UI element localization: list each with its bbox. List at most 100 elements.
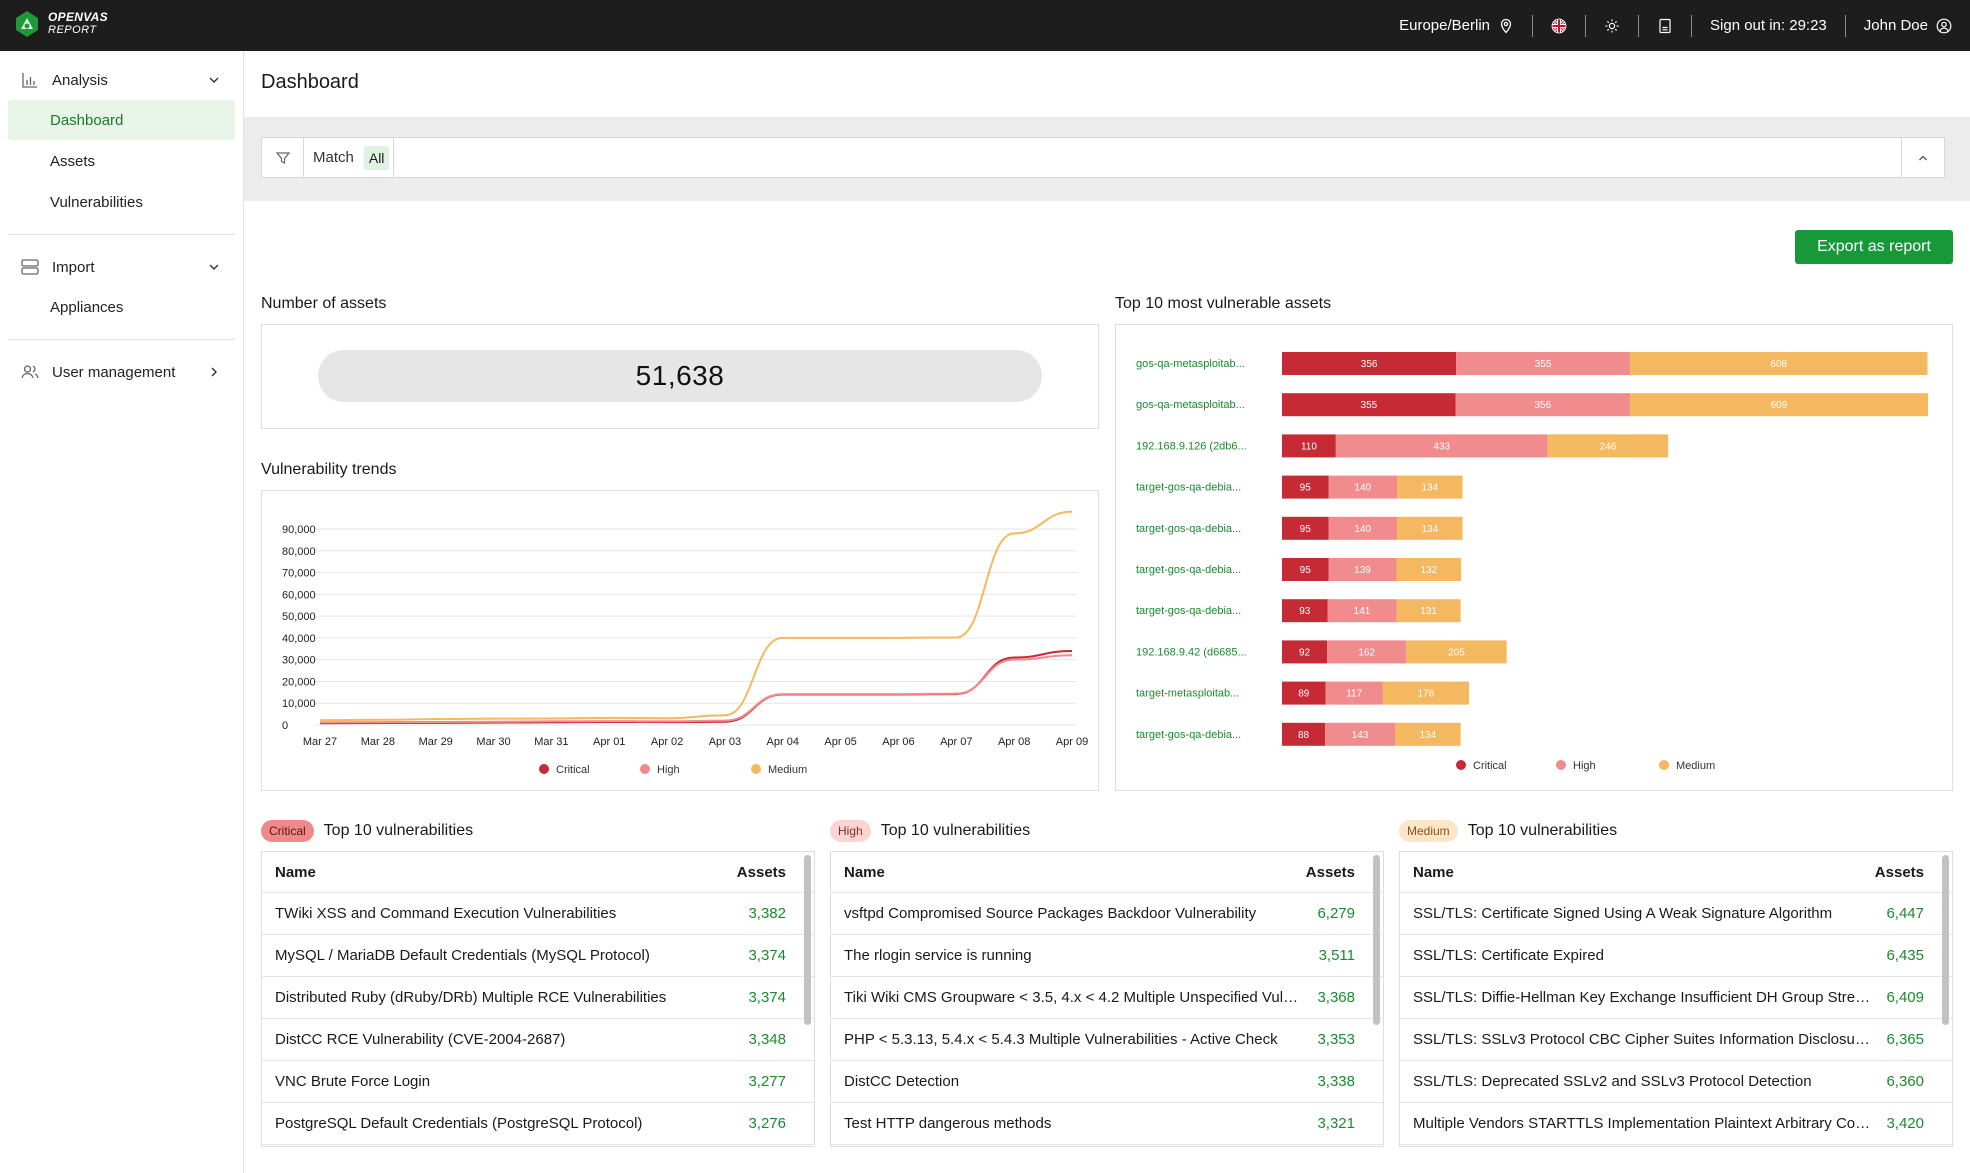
filter-match-label: Match [313,149,354,166]
vuln-asset-count[interactable]: 6,447 [1886,905,1924,922]
table-row[interactable]: VNC Brute Force Login 3,277 [262,1061,814,1103]
bar-segment-critical [1282,640,1328,664]
vuln-asset-count[interactable]: 3,420 [1886,1115,1924,1132]
table-row[interactable]: PHP < 5.3.13, 5.4.x < 5.4.3 Multiple Vul… [831,1019,1383,1061]
vuln-asset-count[interactable]: 3,353 [1317,1031,1355,1048]
table-scrollbar[interactable] [1942,855,1949,1025]
bar-value-label: 93 [1299,606,1311,617]
table-row[interactable]: Distributed Ruby (dRuby/DRb) Multiple RC… [262,977,814,1019]
table-scrollbar[interactable] [804,855,811,1025]
license-button[interactable] [1639,0,1691,51]
vuln-asset-count[interactable]: 6,360 [1886,1073,1924,1090]
sidebar-divider [8,234,235,235]
vulnerable-assets-bar-chart: gos-qa-metasploitab... 356 355 608 gos-qa-me… [1136,352,1928,772]
theme-toggle-button[interactable] [1586,0,1638,51]
vuln-asset-count[interactable]: 3,348 [748,1031,786,1048]
chevron-down-icon [209,77,219,83]
table-row[interactable]: Test HTTP dangerous methods 3,321 [831,1103,1383,1145]
table-row[interactable]: PostgreSQL Default Credentials (PostgreS… [262,1103,814,1145]
vuln-asset-count[interactable]: 6,279 [1317,905,1355,922]
asset-label: target-gos-qa-debia... [1136,482,1241,494]
bar-value-label: 246 [1600,441,1617,452]
column-header-assets[interactable]: Assets [736,863,786,881]
column-header-assets[interactable]: Assets [1305,863,1355,881]
sidebar-group-analysis[interactable]: Analysis [0,60,243,100]
vuln-asset-count[interactable]: 6,409 [1886,989,1924,1006]
filter-match-all-chip[interactable]: All [363,145,390,170]
timezone-display[interactable]: Europe/Berlin [1381,0,1532,51]
bar-value-label: 355 [1361,400,1378,411]
column-header-name[interactable]: Name [275,863,316,881]
vuln-asset-count[interactable]: 3,338 [1317,1073,1355,1090]
table-row[interactable]: SSL/TLS: Certificate Expired 6,435 [1400,935,1952,977]
bar-value-label: 140 [1354,483,1371,494]
vuln-asset-count[interactable]: 3,276 [748,1115,786,1132]
vuln-asset-count[interactable]: 3,277 [748,1073,786,1090]
table-row[interactable]: vsftpd Compromised Source Packages Backd… [831,893,1383,935]
sidebar-item-appliances[interactable]: Appliances [50,298,124,316]
vuln-name: SSL/TLS: Deprecated SSLv2 and SSLv3 Prot… [1413,1073,1812,1090]
vuln-asset-count[interactable]: 3,382 [748,905,786,922]
sidebar-item-dashboard[interactable]: Dashboard [8,100,235,140]
language-button[interactable] [1533,0,1585,51]
trends-line-chart: 0 10,000 20,000 30,000 40,000 50,000 60,000 70,… [282,510,1088,776]
table-row[interactable]: MySQL / MariaDB Default Credentials (MyS… [262,935,814,977]
bar-value-label: 608 [1770,359,1787,370]
location-pin-icon [1500,18,1512,33]
table-scrollbar[interactable] [1373,855,1380,1025]
chevron-up-icon [1919,155,1927,160]
vuln-asset-count[interactable]: 3,511 [1318,947,1355,964]
export-report-button[interactable]: Export as report [1795,230,1953,264]
table-row[interactable]: The rlogin service is running 3,511 [831,935,1383,977]
session-timer[interactable]: Sign out in: 29:23 [1692,0,1845,51]
vuln-asset-count[interactable]: 3,374 [748,947,786,964]
bar-value-label: 88 [1298,730,1310,741]
vuln-table: Name Assets SSL/TLS: Certificate Signed Us… [1399,851,1953,1147]
bar-segment-medium [1406,640,1507,664]
vuln-name: Distributed Ruby (dRuby/DRb) Multiple RC… [275,989,667,1006]
vuln-asset-count[interactable]: 6,365 [1886,1031,1924,1048]
document-icon [1659,18,1671,33]
vuln-asset-count[interactable]: 6,435 [1886,947,1924,964]
vuln-table-header: Critical Top 10 vulnerabilities [261,820,473,842]
sidebar-item-assets[interactable]: Assets [50,152,96,170]
bar-segment-critical [1282,352,1457,375]
column-header-assets[interactable]: Assets [1874,863,1924,881]
table-row[interactable]: SSL/TLS: Diffie-Hellman Key Exchange Ins… [1400,977,1952,1019]
y-tick-label: 90,000 [282,524,316,536]
bar-segment-high [1327,640,1407,664]
table-row[interactable]: SSL/TLS: SSLv3 Protocol CBC Cipher Suite… [1400,1019,1952,1061]
bar-value-label: 140 [1354,524,1371,535]
bar-value-label: 134 [1421,524,1438,535]
table-row[interactable]: Tiki Wiki CMS Groupware < 3.5, 4.x < 4.2… [831,977,1383,1019]
bar-value-label: 92 [1299,647,1311,658]
sidebar-group-user-management[interactable]: User management [0,352,243,392]
vuln-table-header: Medium Top 10 vulnerabilities [1399,820,1617,842]
table-row[interactable]: Multiple Vendors STARTTLS Implementation… [1400,1103,1952,1145]
sidebar-group-import[interactable]: Import [0,247,243,287]
legend-label: Medium [1676,760,1715,772]
vuln-name: SSL/TLS: Certificate Signed Using A Weak… [1413,905,1833,922]
table-row[interactable]: SSL/TLS: Deprecated SSLv2 and SSLv3 Prot… [1400,1061,1952,1103]
vuln-name: PostgreSQL Default Credentials (PostgreS… [275,1115,643,1132]
brand-logo[interactable]: OPENVAS REPORT [14,10,108,38]
vuln-asset-count[interactable]: 3,374 [748,989,786,1006]
bar-segment-critical [1282,516,1329,540]
column-header-name[interactable]: Name [844,863,885,881]
sidebar-item-vulnerabilities[interactable]: Vulnerabilities [50,193,143,211]
trends-chart-panel: 0 10,000 20,000 30,000 40,000 50,000 60,000 70,… [261,490,1099,791]
table-row[interactable]: DistCC RCE Vulnerability (CVE-2004-2687)… [262,1019,814,1061]
filter-collapse-button[interactable] [1901,138,1944,177]
vuln-asset-count[interactable]: 3,321 [1317,1115,1355,1132]
table-row[interactable]: TWiki XSS and Command Execution Vulnerab… [262,893,814,935]
vuln-asset-count[interactable]: 3,368 [1317,989,1355,1006]
table-row[interactable]: DistCC Detection 3,338 [831,1061,1383,1103]
column-header-name[interactable]: Name [1413,863,1454,881]
filter-button[interactable] [262,138,304,177]
user-menu[interactable]: John Doe [1846,0,1952,51]
vuln-name: TWiki XSS and Command Execution Vulnerab… [275,905,617,922]
x-tick-label: Apr 06 [882,736,914,748]
table-row[interactable]: SSL/TLS: Certificate Signed Using A Weak… [1400,893,1952,935]
bar-value-label: 205 [1448,647,1465,658]
bar-value-label: 141 [1354,606,1371,617]
